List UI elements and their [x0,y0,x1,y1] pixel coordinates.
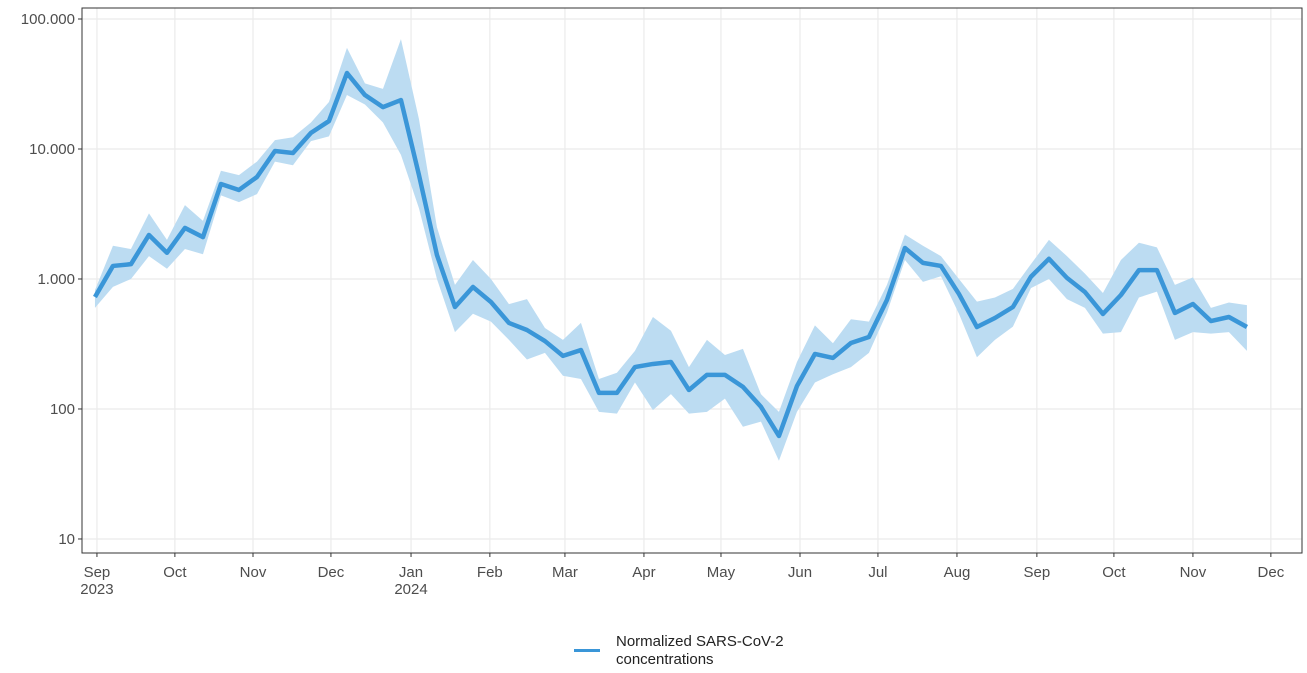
y-tick-label: 10.000 [29,141,75,158]
chart: 10 100 1.000 10.000 100.000 Sep 2023 Oct Nov Dec J… [21,7,1303,598]
x-tick-label: Mar [552,564,578,581]
plot-border [81,7,1303,554]
y-tick-label: 100.000 [21,11,75,28]
x-tick-label: Nov [1180,564,1207,581]
x-tick-label: Apr [632,564,655,581]
y-tick-label: 1.000 [37,271,75,288]
x-tick-label: Jan 2024 [394,564,427,598]
x-tick-label: Jun [788,564,812,581]
legend-label: Normalized SARS-CoV-2 concentrations [616,633,784,668]
x-tick-label: Oct [163,564,187,581]
x-tick-label: Feb [477,564,503,581]
x-tick-label: Oct [1102,564,1126,581]
x-tick-label: Dec [1258,564,1285,581]
x-tick-label: Aug [944,564,971,581]
x-tick-label: May [707,564,736,581]
x-tick-label: Sep 2023 [80,564,113,598]
x-tick-label: Nov [240,564,267,581]
x-tick-label: Jul [868,564,887,581]
x-tick-label: Sep [1024,564,1051,581]
y-tick-label: 10 [58,531,75,548]
x-tick-label: Dec [318,564,345,581]
plot-background [82,8,1302,553]
legend-key [574,649,600,652]
confidence-band [94,39,1247,461]
legend: Normalized SARS-CoV-2 concentrations [574,633,846,669]
line [93,70,1249,439]
y-tick-label: 100 [50,401,75,418]
